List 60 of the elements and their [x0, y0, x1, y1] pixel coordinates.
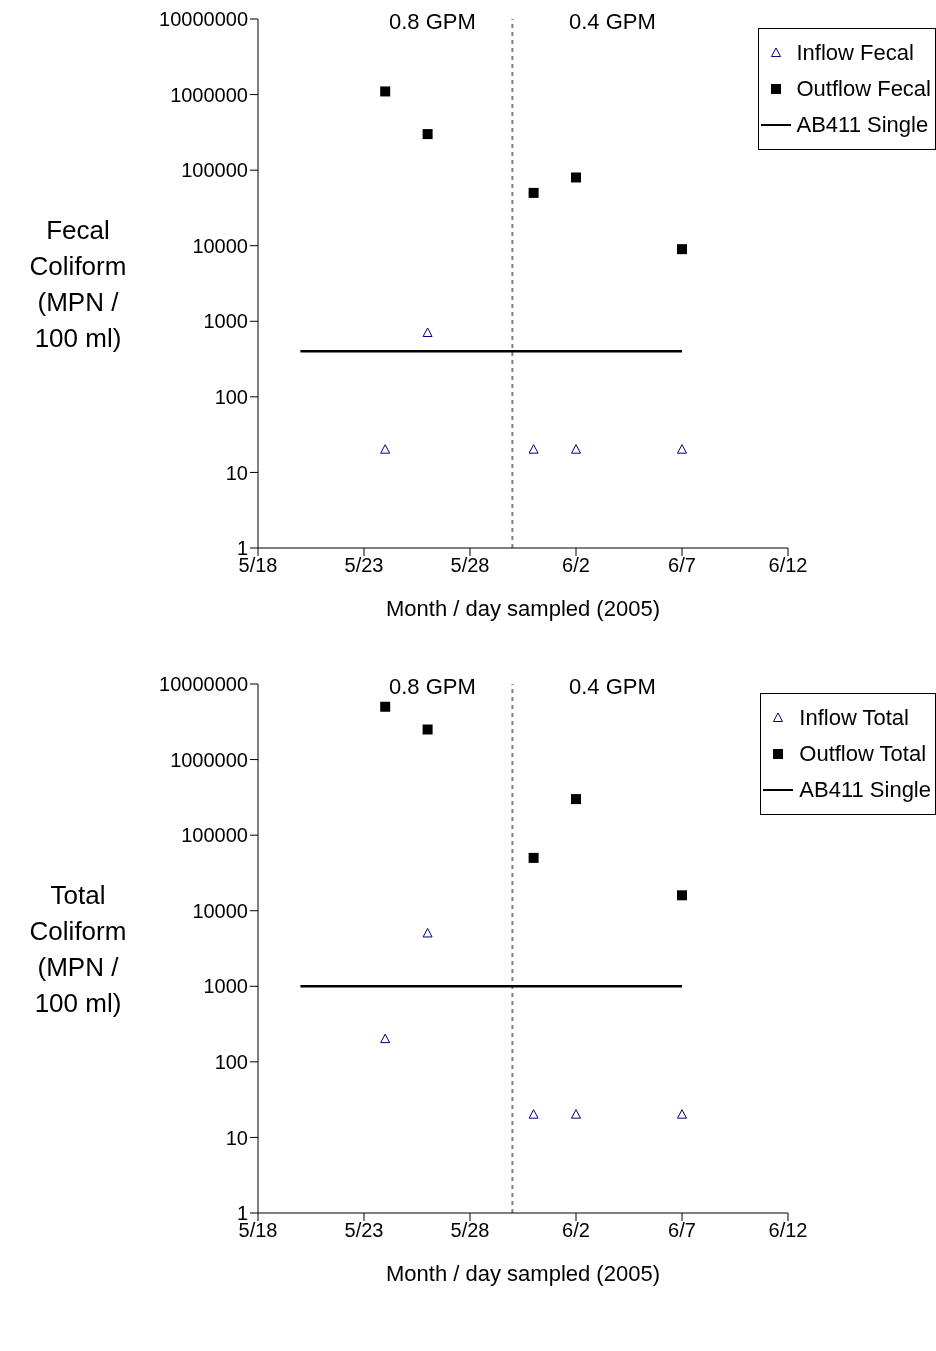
- point: [422, 327, 433, 337]
- point: [677, 444, 687, 454]
- y-tick-label: 1000: [203, 310, 248, 333]
- point: [571, 1109, 581, 1119]
- legend-label: AB411 Single: [796, 112, 929, 138]
- point: [528, 187, 539, 198]
- legend-label: Inflow Total: [799, 705, 909, 731]
- annotation: 0.8 GPM: [388, 9, 477, 35]
- point: [571, 172, 581, 183]
- legend-label: AB411 Single: [799, 777, 931, 803]
- y-tick-label: 1000000: [170, 83, 248, 106]
- y-tick-label: 100: [214, 1050, 248, 1073]
- point: [571, 794, 581, 805]
- y-tick-label: 100: [214, 385, 248, 408]
- x-tick-label: 6/2: [562, 554, 590, 577]
- point: [677, 890, 687, 901]
- point: [422, 129, 433, 140]
- point: [380, 701, 391, 712]
- y-axis-title: Total Coliform (MPN / 100 ml): [28, 878, 128, 1020]
- point: [571, 444, 581, 454]
- point: [380, 86, 391, 97]
- y-tick-label: 1000000: [170, 748, 248, 771]
- point: [528, 444, 539, 454]
- y-tick-label: 1000: [203, 975, 248, 998]
- legend-label: Outflow Total: [799, 741, 927, 767]
- x-tick-label: 6/12: [768, 554, 808, 577]
- y-tick-label: 10000000: [159, 673, 248, 696]
- x-tick-label: 5/18: [238, 1219, 278, 1242]
- x-tick-label: 5/23: [344, 554, 384, 577]
- point: [422, 927, 433, 938]
- annotation: 0.4 GPM: [568, 9, 657, 35]
- x-axis-title: Month / day sampled (2005): [385, 596, 661, 622]
- x-tick-label: 6/12: [768, 1219, 808, 1242]
- y-axis-title: Fecal Coliform (MPN / 100 ml): [28, 213, 128, 355]
- y-tick-label: 100000: [181, 824, 248, 847]
- point: [422, 724, 433, 735]
- legend-label: Inflow Fecal: [796, 40, 914, 66]
- x-tick-label: 5/18: [238, 554, 278, 577]
- point: [380, 1033, 391, 1044]
- annotation: 0.4 GPM: [568, 674, 657, 700]
- x-tick-label: 5/28: [450, 1219, 490, 1242]
- x-tick-label: 6/7: [668, 1219, 696, 1242]
- point: [528, 1109, 539, 1119]
- x-tick-label: 6/7: [668, 554, 696, 577]
- x-axis-title: Month / day sampled (2005): [385, 1261, 661, 1287]
- y-tick-label: 100000: [181, 159, 248, 182]
- y-tick-label: 10: [225, 1126, 248, 1149]
- point: [380, 444, 391, 454]
- point: [677, 1109, 687, 1119]
- y-tick-label: 10: [225, 461, 248, 484]
- annotation: 0.8 GPM: [388, 674, 477, 700]
- x-tick-label: 5/28: [450, 554, 490, 577]
- x-tick-label: 5/23: [344, 1219, 384, 1242]
- y-tick-label: 10000: [192, 234, 248, 257]
- point: [528, 852, 539, 863]
- y-tick-label: 10000: [192, 899, 248, 922]
- y-tick-label: 10000000: [159, 8, 248, 31]
- legend-label: Outflow Fecal: [796, 76, 931, 102]
- point: [677, 244, 687, 255]
- x-tick-label: 6/2: [562, 1219, 590, 1242]
